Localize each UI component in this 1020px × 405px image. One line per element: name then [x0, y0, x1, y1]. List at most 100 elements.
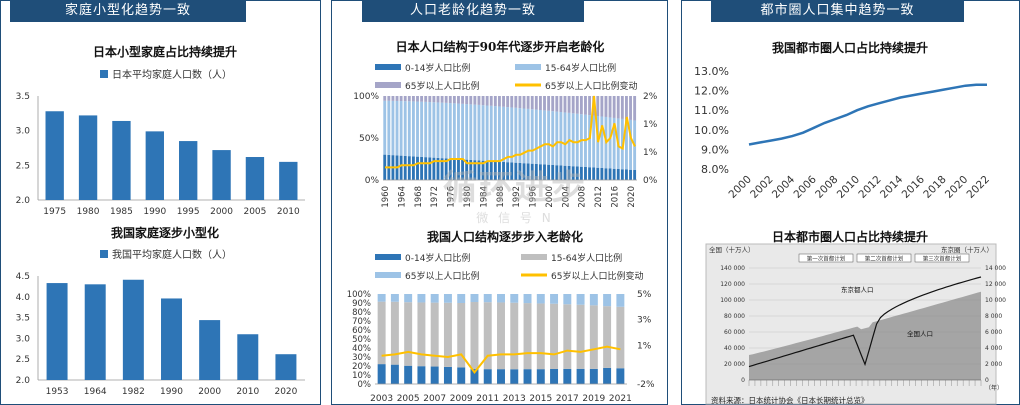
- y-tick-label: 3.5: [16, 92, 30, 102]
- y2-tick-label: 12 000: [985, 281, 1006, 288]
- y-tick-label: 20%: [352, 362, 371, 372]
- bar-young: [551, 164, 555, 180]
- bar-old: [407, 96, 411, 102]
- y-tick-label: 4.5: [16, 272, 30, 282]
- legend-box-label: 第三次首都计划: [923, 255, 962, 263]
- legend-label: 65岁以上人口比例: [405, 270, 479, 282]
- bar: [275, 354, 297, 380]
- x-tick-label: 2010: [835, 173, 862, 200]
- x-tick-label: 1976: [447, 186, 457, 208]
- legend-label: 65岁以上人口比例变动: [545, 80, 637, 92]
- bar-working: [547, 110, 551, 165]
- bar-working: [428, 102, 432, 158]
- bar-young: [432, 157, 436, 180]
- bar-old: [428, 96, 432, 103]
- bar-young: [603, 367, 612, 384]
- bar-young: [390, 364, 399, 384]
- x-tick-label: 2016: [610, 186, 620, 208]
- bar-young: [498, 161, 501, 180]
- bar-old: [469, 96, 473, 105]
- bar-young: [417, 366, 426, 384]
- x-tick-label: 1975: [43, 207, 66, 217]
- bar-working: [465, 104, 469, 160]
- x-tick-label: 2008: [578, 186, 588, 208]
- bar-old: [608, 96, 612, 118]
- bar-young: [575, 166, 579, 180]
- bar-young: [536, 369, 545, 384]
- right-unit-label: 东京圈（十万人）: [941, 245, 993, 254]
- bar-old: [497, 294, 505, 303]
- bar-working: [600, 116, 604, 168]
- x-tick-label: 2004: [770, 173, 798, 201]
- bar-working: [424, 101, 428, 158]
- x-tick-label: 1992: [512, 186, 522, 208]
- bar-working: [404, 302, 413, 366]
- bar-young: [592, 167, 596, 180]
- bar-old: [543, 96, 546, 111]
- bar-young: [383, 154, 387, 180]
- x-tick-label: 2020: [943, 173, 970, 200]
- legend-box: [856, 253, 912, 263]
- y-tick-label: 40 000: [724, 345, 745, 352]
- bar-old: [559, 96, 563, 113]
- legend-label: 65岁以上人口比例变动: [551, 270, 643, 282]
- bar-young: [571, 166, 575, 180]
- panel-title-household: 家庭小型化趋势一致: [10, 0, 246, 22]
- bar: [78, 115, 98, 200]
- legend-swatch: [100, 250, 108, 258]
- bar-young: [600, 167, 604, 180]
- x-tick-label: 1990: [160, 387, 183, 397]
- bar-working: [563, 304, 572, 369]
- bar-working: [387, 100, 391, 155]
- bar-old: [391, 96, 395, 101]
- x-tick-label: 2017: [556, 394, 579, 404]
- bar-working: [629, 119, 632, 170]
- bar: [279, 161, 298, 200]
- bar-young: [518, 162, 522, 180]
- bar-working: [470, 302, 479, 370]
- y-tick-label: 10%: [352, 371, 371, 381]
- bar-young: [550, 368, 559, 384]
- chart-jp-aging: 0-14岁人口比例 15-64岁人口比例 65岁以上人口比例 65岁以上人口比例变动 0…: [353, 62, 657, 208]
- y-tick-label: 2.0: [16, 196, 31, 206]
- bar-young: [526, 163, 530, 180]
- legend-swatch: [521, 254, 547, 260]
- bar-young: [424, 157, 428, 180]
- bar-old: [399, 96, 403, 102]
- bar-young: [522, 163, 526, 180]
- bar-old: [452, 96, 456, 104]
- bar-young: [530, 163, 534, 180]
- bar-young: [584, 166, 587, 180]
- bar-young: [563, 165, 567, 180]
- bar-old: [424, 96, 428, 102]
- bar-old: [483, 294, 492, 303]
- bar-working: [440, 102, 444, 159]
- metro-line: [748, 83, 987, 146]
- y-tick-label: 50%: [359, 134, 379, 144]
- bar-young: [612, 168, 616, 180]
- x-tick-label: 2014: [878, 173, 906, 201]
- y-tick-label: 9.0%: [701, 143, 729, 156]
- bar-working: [536, 303, 545, 370]
- bar-old: [510, 96, 514, 108]
- bar-working: [551, 111, 555, 165]
- bar-young: [608, 168, 612, 180]
- bar-young: [547, 164, 551, 180]
- bar-old: [417, 294, 426, 303]
- bar-old: [596, 96, 600, 117]
- bar-young: [436, 157, 440, 180]
- bar-old: [485, 96, 489, 106]
- bar-working: [443, 302, 452, 367]
- bar-working: [420, 101, 424, 157]
- x-tick-label: 1980: [463, 186, 473, 208]
- bar-young: [428, 157, 432, 180]
- x-tick-label: 1964: [84, 387, 107, 397]
- bar-working: [416, 101, 419, 157]
- bar-young: [510, 369, 519, 384]
- bar-working: [538, 110, 542, 165]
- legend-label: 0-14岁人口比例: [405, 252, 470, 264]
- bar-old: [457, 294, 466, 303]
- chart-cn-aging: 0-14岁人口比例 15-64岁人口比例 65岁以上人口比例 65岁以上人口比例变动 0…: [347, 252, 655, 404]
- bar-young: [457, 159, 460, 180]
- bar-young: [543, 164, 546, 180]
